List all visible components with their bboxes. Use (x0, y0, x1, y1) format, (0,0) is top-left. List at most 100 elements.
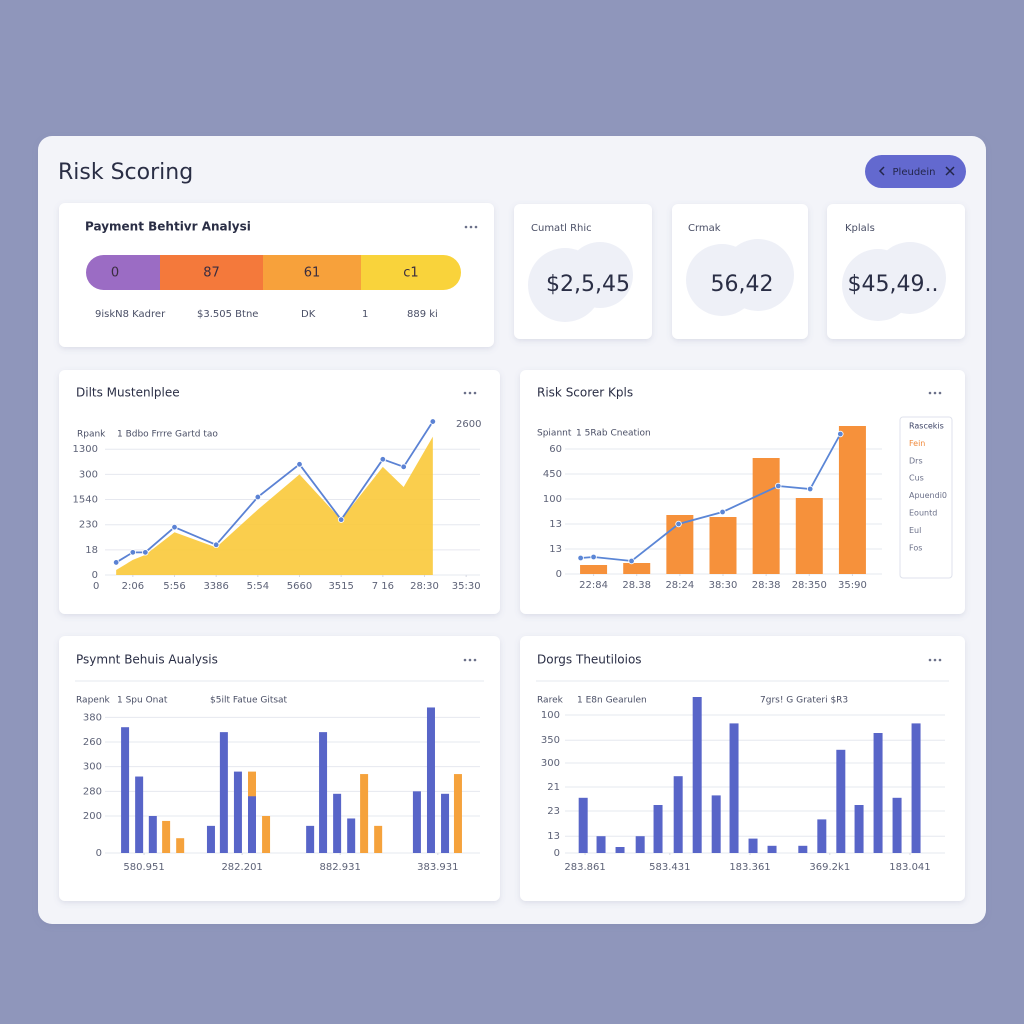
page-title: Risk Scoring (58, 160, 193, 185)
x-tick-label: 383.931 (417, 862, 458, 873)
point (379, 456, 387, 463)
legend-text: $5ilt Fatue Gitsat (210, 696, 288, 706)
summary-label: $3.505 Btne (197, 309, 258, 320)
chart-card (520, 370, 965, 614)
summary-label: 889 ki (407, 309, 438, 320)
legend-box (899, 416, 953, 579)
chart-menu[interactable] (928, 658, 942, 662)
x-tick-label: 282.201 (221, 862, 262, 873)
legend-text: 1 5Rab Cneation (576, 429, 651, 439)
x-tick-label: 35:30 (452, 581, 481, 592)
bar (262, 816, 271, 853)
bar (709, 517, 737, 574)
button-icon[interactable] (878, 166, 885, 176)
y-tick-label: 0 (92, 570, 98, 581)
legend-text: Rpank (77, 430, 106, 440)
point (296, 461, 303, 468)
bar (873, 733, 883, 853)
point (590, 553, 597, 561)
point (675, 520, 682, 528)
legend-item: Eountd (909, 509, 937, 518)
y-tick-label: 18 (85, 545, 98, 556)
bar (795, 498, 823, 574)
progress-segment (361, 255, 461, 290)
bar (892, 797, 902, 853)
point (212, 541, 220, 549)
legend-text: Rapenk (76, 696, 111, 706)
x-tick-label: 38:30 (709, 580, 738, 591)
x-tick-label: 5:54 (247, 581, 269, 592)
x-tick-label: 28:24 (665, 580, 694, 591)
legend-text: 7grs! G Grateri $R3 (760, 696, 848, 706)
bar (319, 732, 328, 853)
y-tick-label: 100 (543, 494, 562, 505)
x-tick-label: 3515 (328, 581, 353, 592)
menu-dot (473, 658, 477, 662)
summary-label: 9iskN8 Kadrer (95, 309, 166, 320)
menu-dot (933, 391, 937, 395)
progress-segment (263, 255, 361, 290)
kpi-label: Kplals (845, 223, 875, 234)
legend-item: Fos (909, 543, 922, 552)
y-tick-label: 380 (83, 712, 102, 723)
point (129, 549, 137, 556)
progress-bar (86, 255, 461, 290)
segment-label: 87 (203, 266, 220, 281)
segment-label: 61 (304, 266, 321, 281)
bar (426, 707, 435, 853)
x-tick-label: 183.361 (729, 862, 770, 873)
x-tick-label: 3386 (203, 581, 228, 592)
kpi-value: $2,5,45 (546, 272, 630, 297)
menu-dot (938, 391, 942, 395)
button-label[interactable]: Pleudein (893, 167, 936, 178)
y-tick-label: 0 (96, 848, 102, 859)
y-tick-label: 1300 (73, 444, 98, 455)
bar (135, 776, 144, 853)
button[interactable]: Pleudein (865, 155, 966, 188)
point (171, 524, 178, 531)
summary-menu[interactable] (464, 225, 478, 229)
chart-card (520, 636, 965, 901)
x-tick-label: 35:90 (838, 580, 867, 591)
bar (817, 819, 827, 853)
point (719, 508, 726, 516)
menu-dot (928, 658, 932, 662)
bar (219, 732, 228, 853)
x-tick-label: 580.951 (123, 862, 164, 873)
y-tick-label: 300 (541, 758, 560, 769)
chart-menu[interactable] (463, 658, 477, 662)
x-tick-label: 882.931 (319, 862, 360, 873)
bar (412, 791, 421, 853)
area (116, 436, 433, 575)
bar (653, 805, 663, 853)
bar (623, 563, 651, 574)
kpi-decor (874, 242, 946, 314)
bar (206, 825, 215, 853)
segment-label: 0 (111, 266, 119, 281)
bar (578, 797, 588, 853)
y-tick-label: 23 (547, 806, 560, 817)
y-tick-label: 13 (547, 831, 560, 842)
y-tick-label: 60 (549, 444, 562, 455)
x-tick-label: 28.38 (622, 580, 651, 591)
bar (333, 793, 342, 853)
menu-dot (938, 658, 942, 662)
bar (748, 838, 758, 853)
x-tick-label: 28:38 (752, 580, 781, 591)
button-bg[interactable] (865, 155, 966, 188)
chart-menu[interactable] (463, 391, 477, 395)
button-close[interactable] (945, 166, 955, 176)
chart-menu[interactable] (928, 391, 942, 395)
bar (360, 774, 369, 853)
kpi-value: $45,49.. (848, 272, 939, 297)
point (337, 516, 345, 523)
x-tick-label: 5660 (287, 581, 312, 592)
point (112, 559, 120, 566)
point (837, 430, 844, 438)
bar (798, 845, 808, 853)
menu-dot (933, 658, 937, 662)
bar (453, 774, 462, 853)
bar (635, 836, 645, 853)
